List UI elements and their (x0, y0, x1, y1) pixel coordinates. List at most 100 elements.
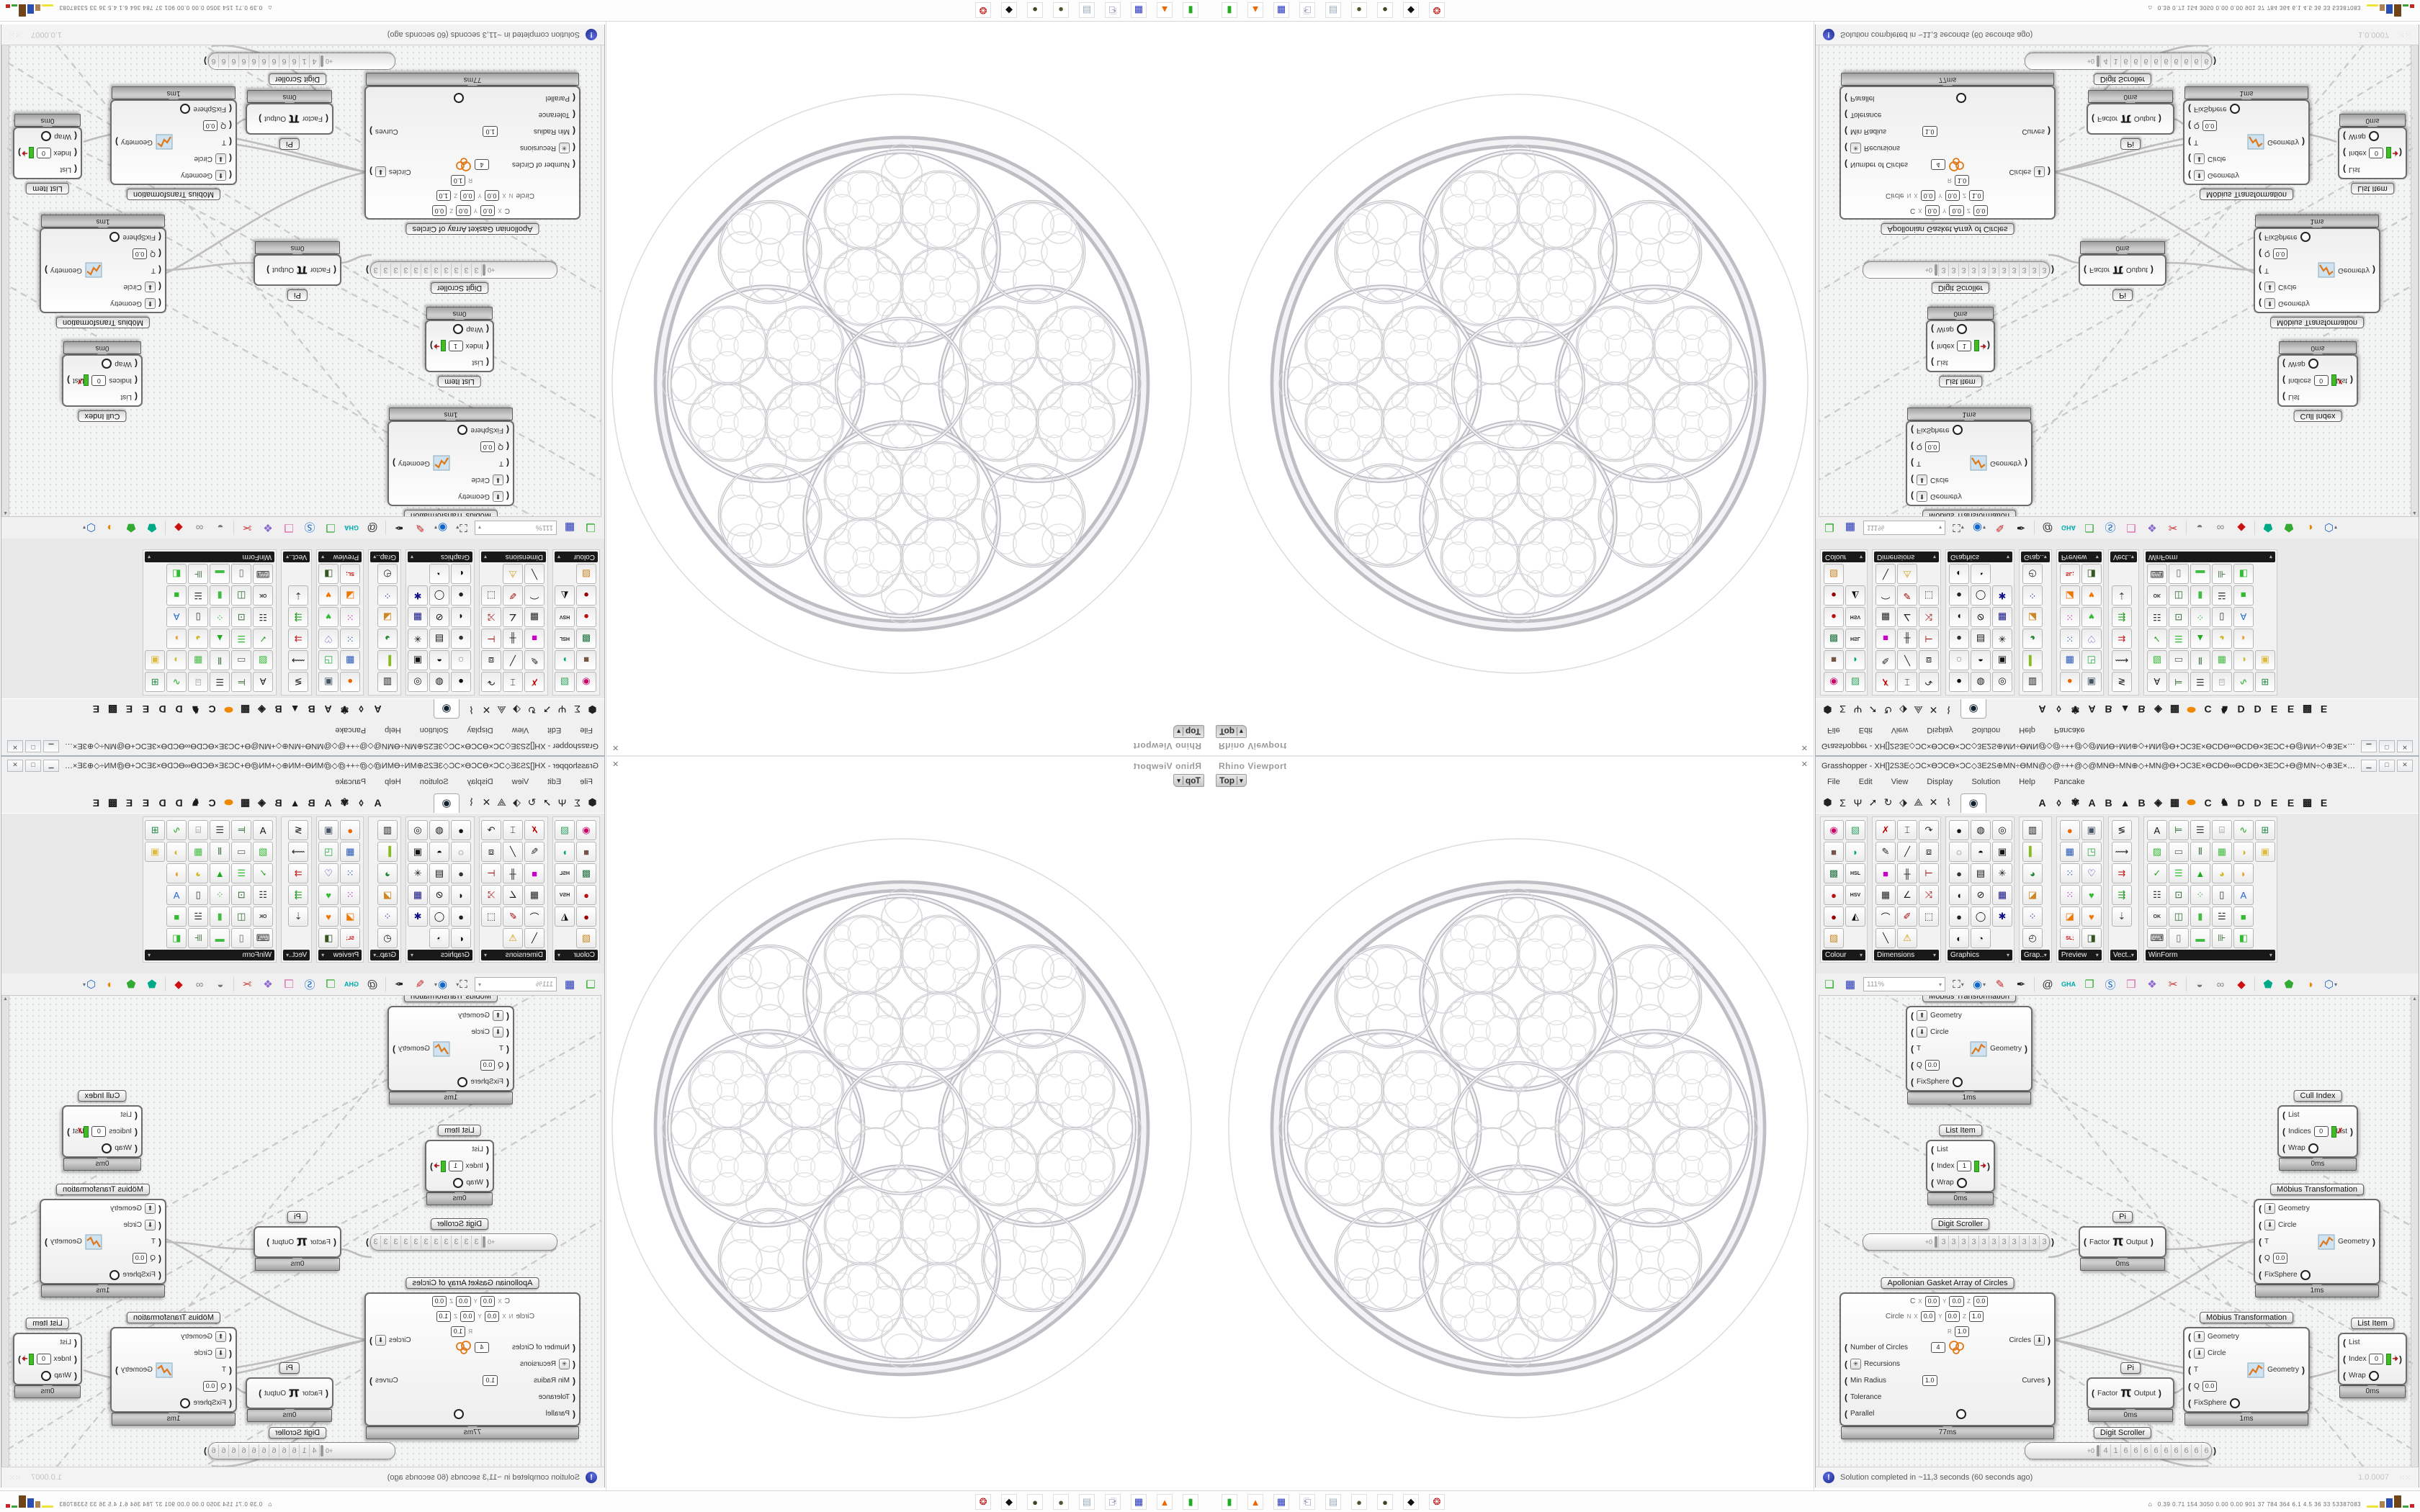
palette-icon[interactable]: ◎ (1992, 672, 2012, 692)
wire-grip[interactable]: ( (486, 1161, 489, 1171)
toggle-circle[interactable] (2229, 104, 2240, 114)
palette-icon[interactable]: ✳ (1992, 863, 2012, 883)
wire-grip[interactable]: ( (1845, 109, 1847, 120)
component-pi[interactable]: Pi(Factor π Output) 0ms (2079, 1211, 2166, 1271)
minimize-button[interactable]: ▁ (2361, 740, 2377, 753)
palette-icon[interactable]: ▩ (1824, 629, 1844, 649)
wire-grip[interactable]: ) (67, 1126, 70, 1137)
palette-icon[interactable]: ▬ (210, 928, 230, 948)
palette-icon[interactable]: ▤ (429, 629, 449, 649)
palette-icon[interactable]: ⌶ (503, 820, 523, 840)
scroller-digit[interactable]: 3 (442, 264, 452, 276)
flame-icon[interactable]: ▲ (1247, 1494, 1263, 1510)
toolbar-button[interactable]: @ (367, 521, 378, 534)
palette-icon[interactable]: ⁘ (2022, 906, 2043, 927)
plugin-tab-icon[interactable]: E (2270, 797, 2278, 809)
wire-grip[interactable]: ( (1845, 1392, 1847, 1403)
component-scroller[interactable]: Digit Scroller +0 4 1 6 6 6 6 6 6 6 6 6) (2025, 1427, 2220, 1459)
graft-down-icon[interactable]: ⬇ (493, 1027, 503, 1038)
scroller-handle[interactable] (1935, 1236, 1937, 1248)
component-item[interactable]: List Item(List(Index 0 ➔ i)(Wrap 0ms (13, 114, 82, 194)
flame-icon[interactable]: ▲ (1157, 1494, 1173, 1510)
palette-group-label[interactable]: Graphics ▾ (1948, 552, 2012, 562)
toolbar-button[interactable]: ✂ (242, 521, 252, 534)
palette-icon[interactable]: ∠ (503, 607, 523, 627)
wire-grip[interactable]: ( (74, 1354, 77, 1364)
wire-grip[interactable]: ( (486, 1177, 489, 1188)
component-mobius[interactable]: Möbius Transformation(⬆ Geometry(⬇ Circle(… (2183, 86, 2310, 200)
scroller-digit[interactable]: 6 (209, 1444, 219, 1457)
wire-grip[interactable]: ( (2282, 359, 2285, 369)
wire-grip[interactable]: ) (369, 1375, 372, 1386)
component-body[interactable]: (⬆ Geometry(⬇ Circle(T Geometry)(Q 0.0(FixSp… (1906, 420, 2033, 506)
palette-icon[interactable]: ◕ (377, 863, 398, 883)
wire-grip[interactable]: ( (2282, 1110, 2285, 1120)
palette-icon[interactable]: ● (1824, 607, 1844, 627)
toolbar-button[interactable]: ▦ (564, 978, 575, 991)
palette-icon[interactable]: HSL (1845, 629, 1865, 649)
palette-icon[interactable]: ⧈ (1919, 650, 1939, 670)
graft-up-icon[interactable]: ⬆ (2264, 298, 2275, 309)
palette-icon[interactable]: ✳ (408, 629, 428, 649)
expression-icon[interactable]: ✳ (1850, 143, 1861, 153)
component-mobius[interactable]: Möbius Transformation(⬆ Geometry(⬇ Circle(… (387, 995, 514, 1104)
palette-icon[interactable]: ▤ (1971, 863, 1991, 883)
scroller-digit[interactable]: 3 (462, 264, 472, 276)
wire-grip[interactable]: ( (1845, 126, 1847, 137)
palette-icon[interactable]: HSV (1845, 607, 1865, 627)
plugin-tab-icon[interactable]: E (92, 797, 100, 809)
scroller-digit[interactable]: 3 (1958, 1236, 1968, 1248)
wire-grip[interactable]: ( (2188, 170, 2191, 181)
wire-grip[interactable]: ) (2025, 458, 2027, 469)
menu-item-view[interactable]: View (1891, 778, 1909, 786)
palette-icon[interactable]: ⧈ (1919, 842, 1939, 862)
palette-icon[interactable]: ⇉ (288, 863, 309, 883)
category-tab-icon[interactable]: ⬗ (513, 796, 521, 808)
palette-icon[interactable]: ▥ (2022, 672, 2043, 692)
palette-icon[interactable]: ⁙ (2059, 629, 2080, 649)
component-body[interactable]: (List(Index 1 ➔ i)(Wrap (425, 320, 494, 372)
wire-grip[interactable]: ( (333, 1237, 336, 1247)
palette-icon[interactable]: ▣ (1992, 650, 2012, 670)
floppy-icon[interactable]: ▦ (1131, 1494, 1147, 1510)
palette-icon[interactable]: ∿ (166, 672, 187, 692)
wire-grip[interactable]: ) (2372, 1236, 2375, 1247)
palette-icon[interactable]: ⫴ (2190, 650, 2210, 670)
component-body[interactable]: (List(Index 0 ➔ i)(Wrap (2338, 1333, 2407, 1385)
wire-grip[interactable]: ( (158, 282, 161, 292)
scroller-digit[interactable]: 6 (2161, 1444, 2171, 1457)
component-body[interactable]: (Factor π Output) (2079, 254, 2166, 286)
graft-down-icon[interactable]: ⬇ (493, 474, 503, 485)
scroller-digit[interactable]: 1 (300, 55, 310, 68)
palette-icon[interactable]: ╱ (1897, 842, 1917, 862)
palette-icon[interactable]: ● (451, 820, 471, 840)
palette-icon[interactable]: ▲ (2190, 629, 2210, 649)
palette-icon[interactable]: ● (576, 885, 596, 905)
viewport-view-button[interactable]: Top ▾ (1216, 774, 1247, 787)
plugin-tab-icon[interactable]: ▦ (2169, 704, 2180, 716)
palette-icon[interactable]: ◗ (1845, 842, 1865, 862)
component-body[interactable]: (Factor π Output) (2087, 103, 2174, 135)
value-capsule[interactable]: 0.0 (2272, 1253, 2288, 1264)
palette-icon[interactable]: ◍ (1971, 820, 1991, 840)
palette-group-label[interactable]: WinForm ▾ (145, 552, 275, 562)
menu-item-view[interactable]: View (1891, 726, 1909, 734)
value-capsule[interactable]: 0.0 (132, 1253, 148, 1264)
palette-icon[interactable]: ▣ (2254, 842, 2275, 862)
toolbar-button[interactable]: ◒ (217, 521, 224, 534)
zoom-level-field[interactable]: 111% ▾ (1863, 521, 1945, 535)
wire-grip[interactable]: ( (229, 1398, 232, 1408)
palette-icon[interactable]: OK (2146, 906, 2167, 927)
plugin-tab-icon[interactable]: ⬨ (359, 796, 364, 808)
palette-icon[interactable]: ✗ (524, 672, 544, 692)
palette-icon[interactable]: OK (2146, 585, 2167, 606)
palette-icon[interactable]: ◖ (451, 885, 471, 905)
palette-icon[interactable]: ☰ (210, 820, 230, 840)
plugin-tab-icon[interactable]: A (374, 703, 382, 715)
menu-item-display[interactable]: Display (1927, 726, 1953, 734)
plugin-tab-icon[interactable]: ✾ (2071, 796, 2080, 808)
palette-icon[interactable]: ╲ (1876, 928, 1896, 948)
toolbar-button[interactable]: GHA (344, 981, 359, 988)
wire-grip[interactable]: ) (393, 1043, 395, 1054)
component-item[interactable]: List Item(List(Index 0 ➔ i)(Wrap 0ms (13, 1318, 82, 1398)
